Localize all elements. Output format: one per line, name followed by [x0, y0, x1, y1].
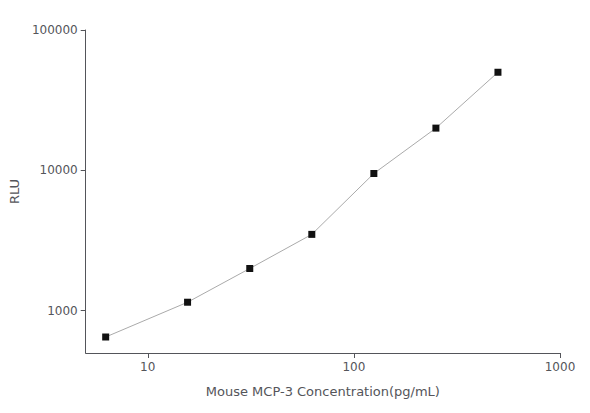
svg-text:Mouse MCP-3 Concentration(pg/m: Mouse MCP-3 Concentration(pg/mL): [206, 384, 440, 399]
svg-text:RLU: RLU: [7, 179, 22, 204]
svg-text:10: 10: [140, 360, 155, 374]
svg-text:10000: 10000: [40, 163, 78, 177]
svg-text:100: 100: [342, 360, 365, 374]
svg-text:1000: 1000: [47, 304, 78, 318]
svg-text:1000: 1000: [545, 360, 576, 374]
svg-text:100000: 100000: [32, 23, 78, 37]
